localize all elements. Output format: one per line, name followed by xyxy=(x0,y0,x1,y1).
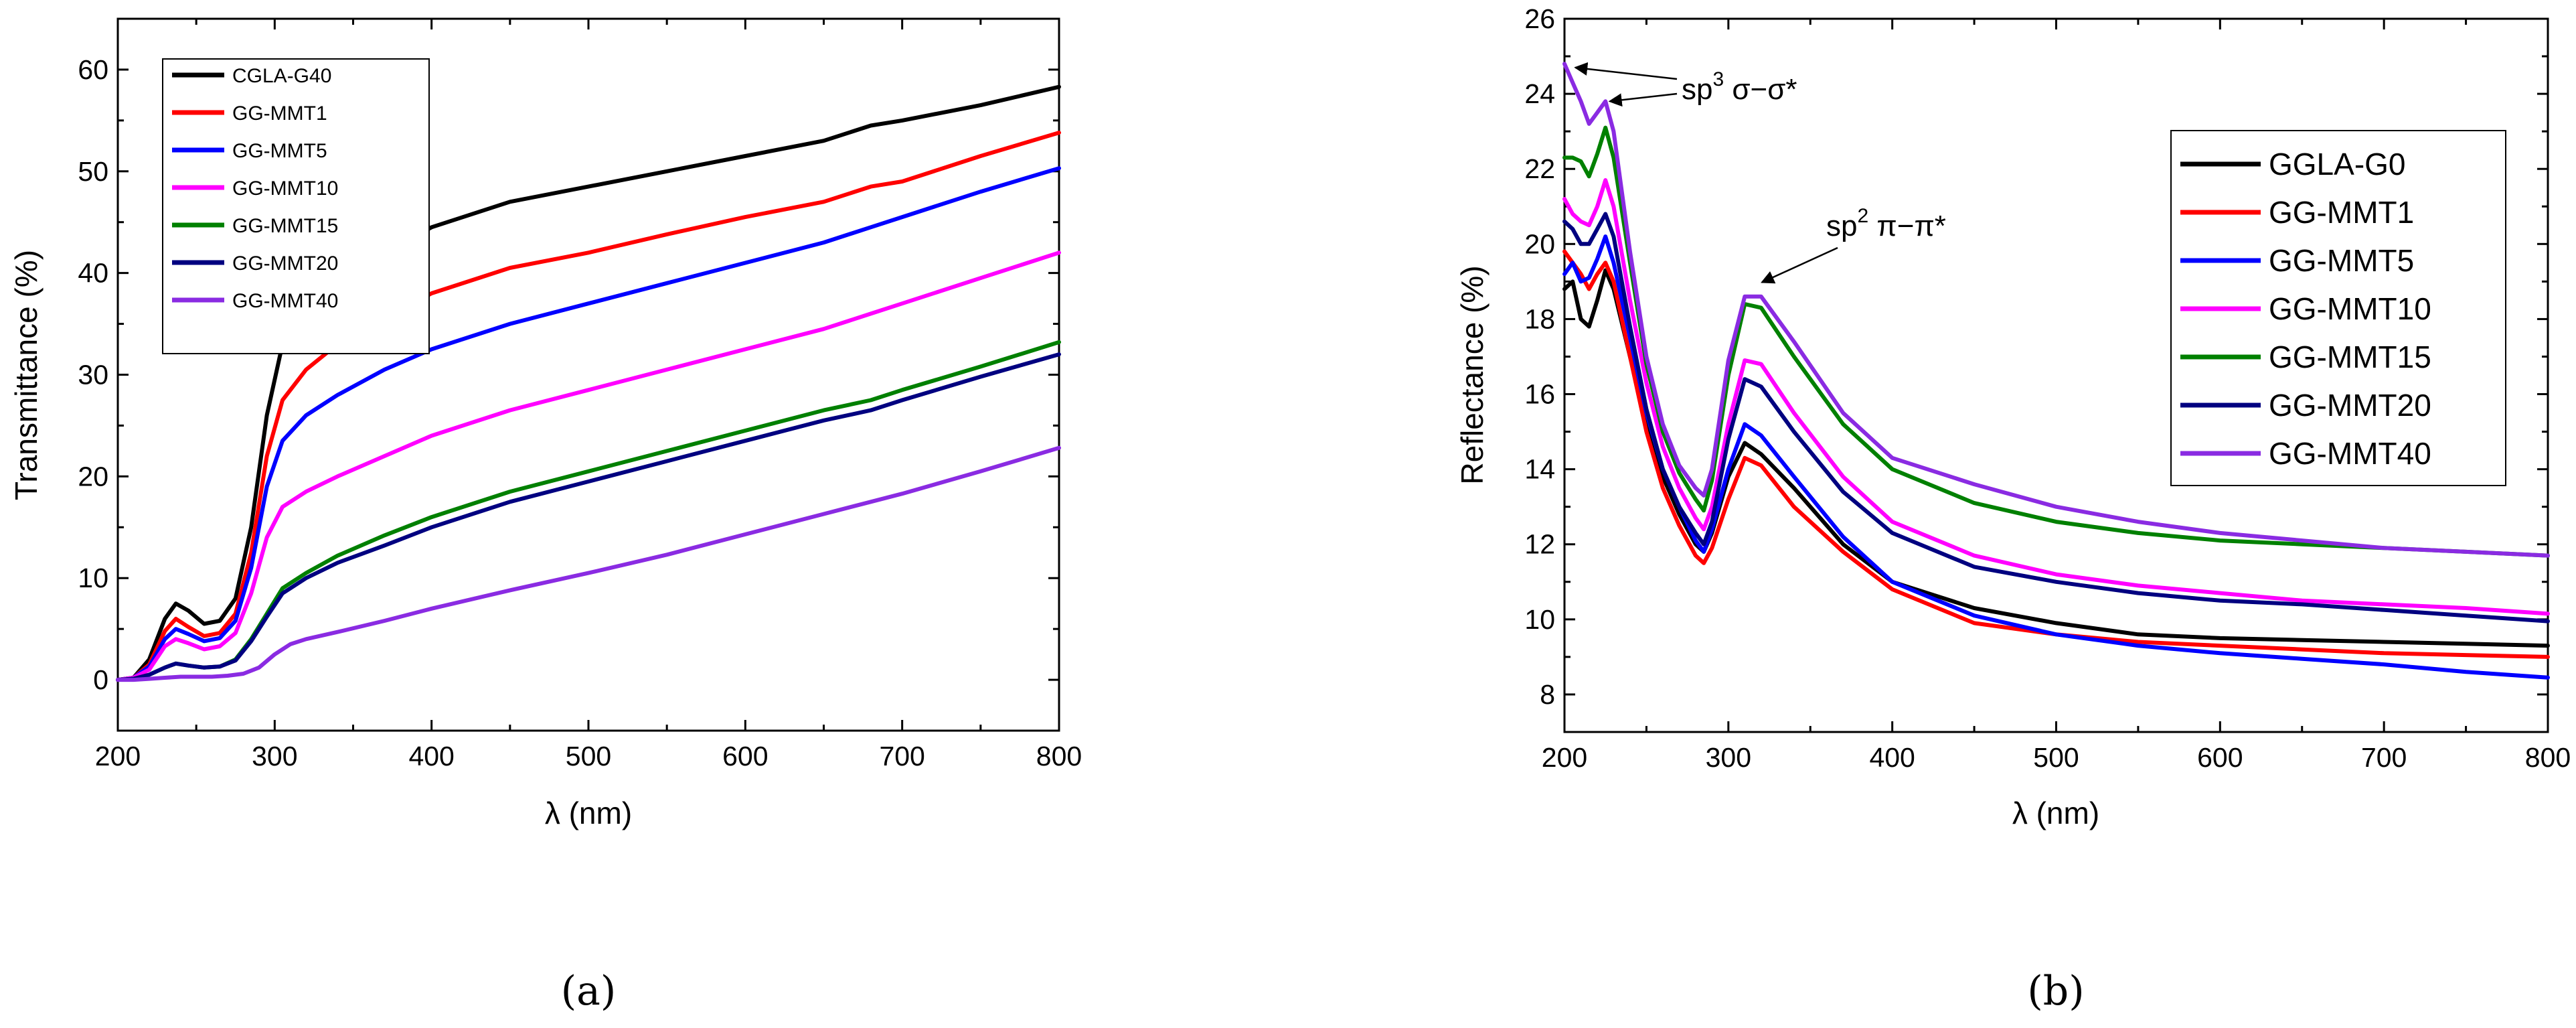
x-axis-title: λ (nm) xyxy=(2012,796,2099,830)
legend-label: GG-MMT1 xyxy=(2269,195,2414,230)
x-tick-label: 500 xyxy=(2033,742,2079,773)
x-axis: 200 300 400 500 600 700 800 xyxy=(95,19,1082,772)
series-line-gg-mmt20 xyxy=(116,352,1061,682)
y-tick-label: 50 xyxy=(78,156,108,187)
x-tick-label: 300 xyxy=(1706,742,1751,773)
series-line-gg-mmt1 xyxy=(1562,249,2550,659)
annotation-arrow xyxy=(1608,92,1678,107)
y-tick-label: 20 xyxy=(78,461,108,492)
y-tick-label: 22 xyxy=(1524,153,1555,184)
y-tick-label: 12 xyxy=(1524,529,1555,560)
y-tick-label: 60 xyxy=(78,54,108,85)
y-tick-label: 20 xyxy=(1524,228,1555,259)
series-line-gg-mmt10 xyxy=(116,250,1061,682)
legend-label: CGLA-G40 xyxy=(232,65,331,87)
y-tick-label: 26 xyxy=(1524,3,1555,34)
y-tick-label: 30 xyxy=(78,360,108,390)
y-axis: 8 10 12 14 16 18 20 22 24 26 xyxy=(1524,3,2548,710)
x-tick-label: 800 xyxy=(1036,741,1082,772)
series-line-gg-mmt1 xyxy=(116,131,1061,682)
series-line-gg-mmt40 xyxy=(116,445,1061,682)
x-tick-label: 300 xyxy=(252,741,297,772)
panel-label: (b) xyxy=(2027,968,2084,1015)
y-tick-label: 8 xyxy=(1540,679,1555,710)
legend-label: GG-MMT40 xyxy=(232,290,338,312)
x-tick-label: 400 xyxy=(408,741,454,772)
y-axis-title: Transmittance (%) xyxy=(9,250,44,500)
y-tick-label: 18 xyxy=(1524,303,1555,334)
y-tick-label: 24 xyxy=(1524,78,1555,109)
y-tick-label: 10 xyxy=(78,563,108,593)
annotation-arrow xyxy=(1574,62,1678,80)
annotation-sp3: sp3 σ−σ* xyxy=(1574,62,1797,107)
annotation-sp2-text: sp2 π−π* xyxy=(1826,205,1946,242)
legend-label: GG-MMT10 xyxy=(2269,291,2431,326)
x-tick-label: 200 xyxy=(1542,742,1587,773)
series-line-gg-mmt10 xyxy=(1562,178,2550,616)
series-line-gg-mmt20 xyxy=(1562,212,2550,623)
legend-label: GG-MMT5 xyxy=(232,140,327,162)
annotation-sp3-text: sp3 σ−σ* xyxy=(1682,68,1797,106)
legend-label: GG-MMT20 xyxy=(232,252,338,275)
legend: GGLA-G0 GG-MMT1 GG-MMT5 GG-MMT10 GG-MMT15 GG-… xyxy=(2170,130,2506,486)
legend-label: GG-MMT15 xyxy=(232,215,338,237)
legend-label: GG-MMT5 xyxy=(2269,243,2414,278)
y-tick-label: 16 xyxy=(1524,379,1555,410)
y-tick-label: 0 xyxy=(93,664,108,695)
legend-box xyxy=(162,58,430,354)
legend-label: GG-MMT1 xyxy=(232,102,327,125)
x-axis-title: λ (nm) xyxy=(545,796,632,830)
legend-label: GG-MMT10 xyxy=(232,177,338,200)
legend-label: GG-MMT15 xyxy=(2269,340,2431,374)
y-tick-label: 14 xyxy=(1524,454,1555,485)
series-line-gg-mmt5 xyxy=(1562,234,2550,680)
legend-label: GG-MMT20 xyxy=(2269,388,2431,423)
y-tick-label: 10 xyxy=(1524,604,1555,635)
x-tick-label: 800 xyxy=(2525,742,2571,773)
annotation-sp2: sp2 π−π* xyxy=(1761,205,1946,284)
x-tick-label: 400 xyxy=(1869,742,1915,773)
panel-label: (a) xyxy=(561,968,617,1015)
x-tick-label: 200 xyxy=(95,741,141,772)
y-tick-label: 40 xyxy=(78,258,108,289)
x-tick-label: 500 xyxy=(566,741,611,772)
x-tick-label: 600 xyxy=(722,741,768,772)
panel-a-transmittance-chart: 200 300 400 500 600 700 800 0 10 20 30 40 50 60 λ (n… xyxy=(9,17,1082,1015)
series-line-gg-mmt40 xyxy=(1562,62,2550,558)
x-tick-label: 700 xyxy=(2361,742,2407,773)
legend-label: GGLA-G0 xyxy=(2269,147,2406,181)
x-tick-label: 600 xyxy=(2197,742,2243,773)
series-line-gg-mmt5 xyxy=(116,166,1061,682)
x-axis: 200 300 400 500 600 700 800 xyxy=(1542,19,2571,773)
series-lines xyxy=(1562,62,2550,680)
x-tick-label: 700 xyxy=(879,741,924,772)
legend-label: GG-MMT40 xyxy=(2269,436,2431,471)
legend: CGLA-G40 GG-MMT1 GG-MMT5 GG-MMT10 GG-MMT15 GG… xyxy=(162,58,430,354)
y-axis-title: Reflectance (%) xyxy=(1455,265,1490,484)
panel-b-reflectance-chart: 200 300 400 500 600 700 800 810121416182022242… xyxy=(1455,3,2571,1015)
annotation-arrow xyxy=(1761,246,1838,284)
